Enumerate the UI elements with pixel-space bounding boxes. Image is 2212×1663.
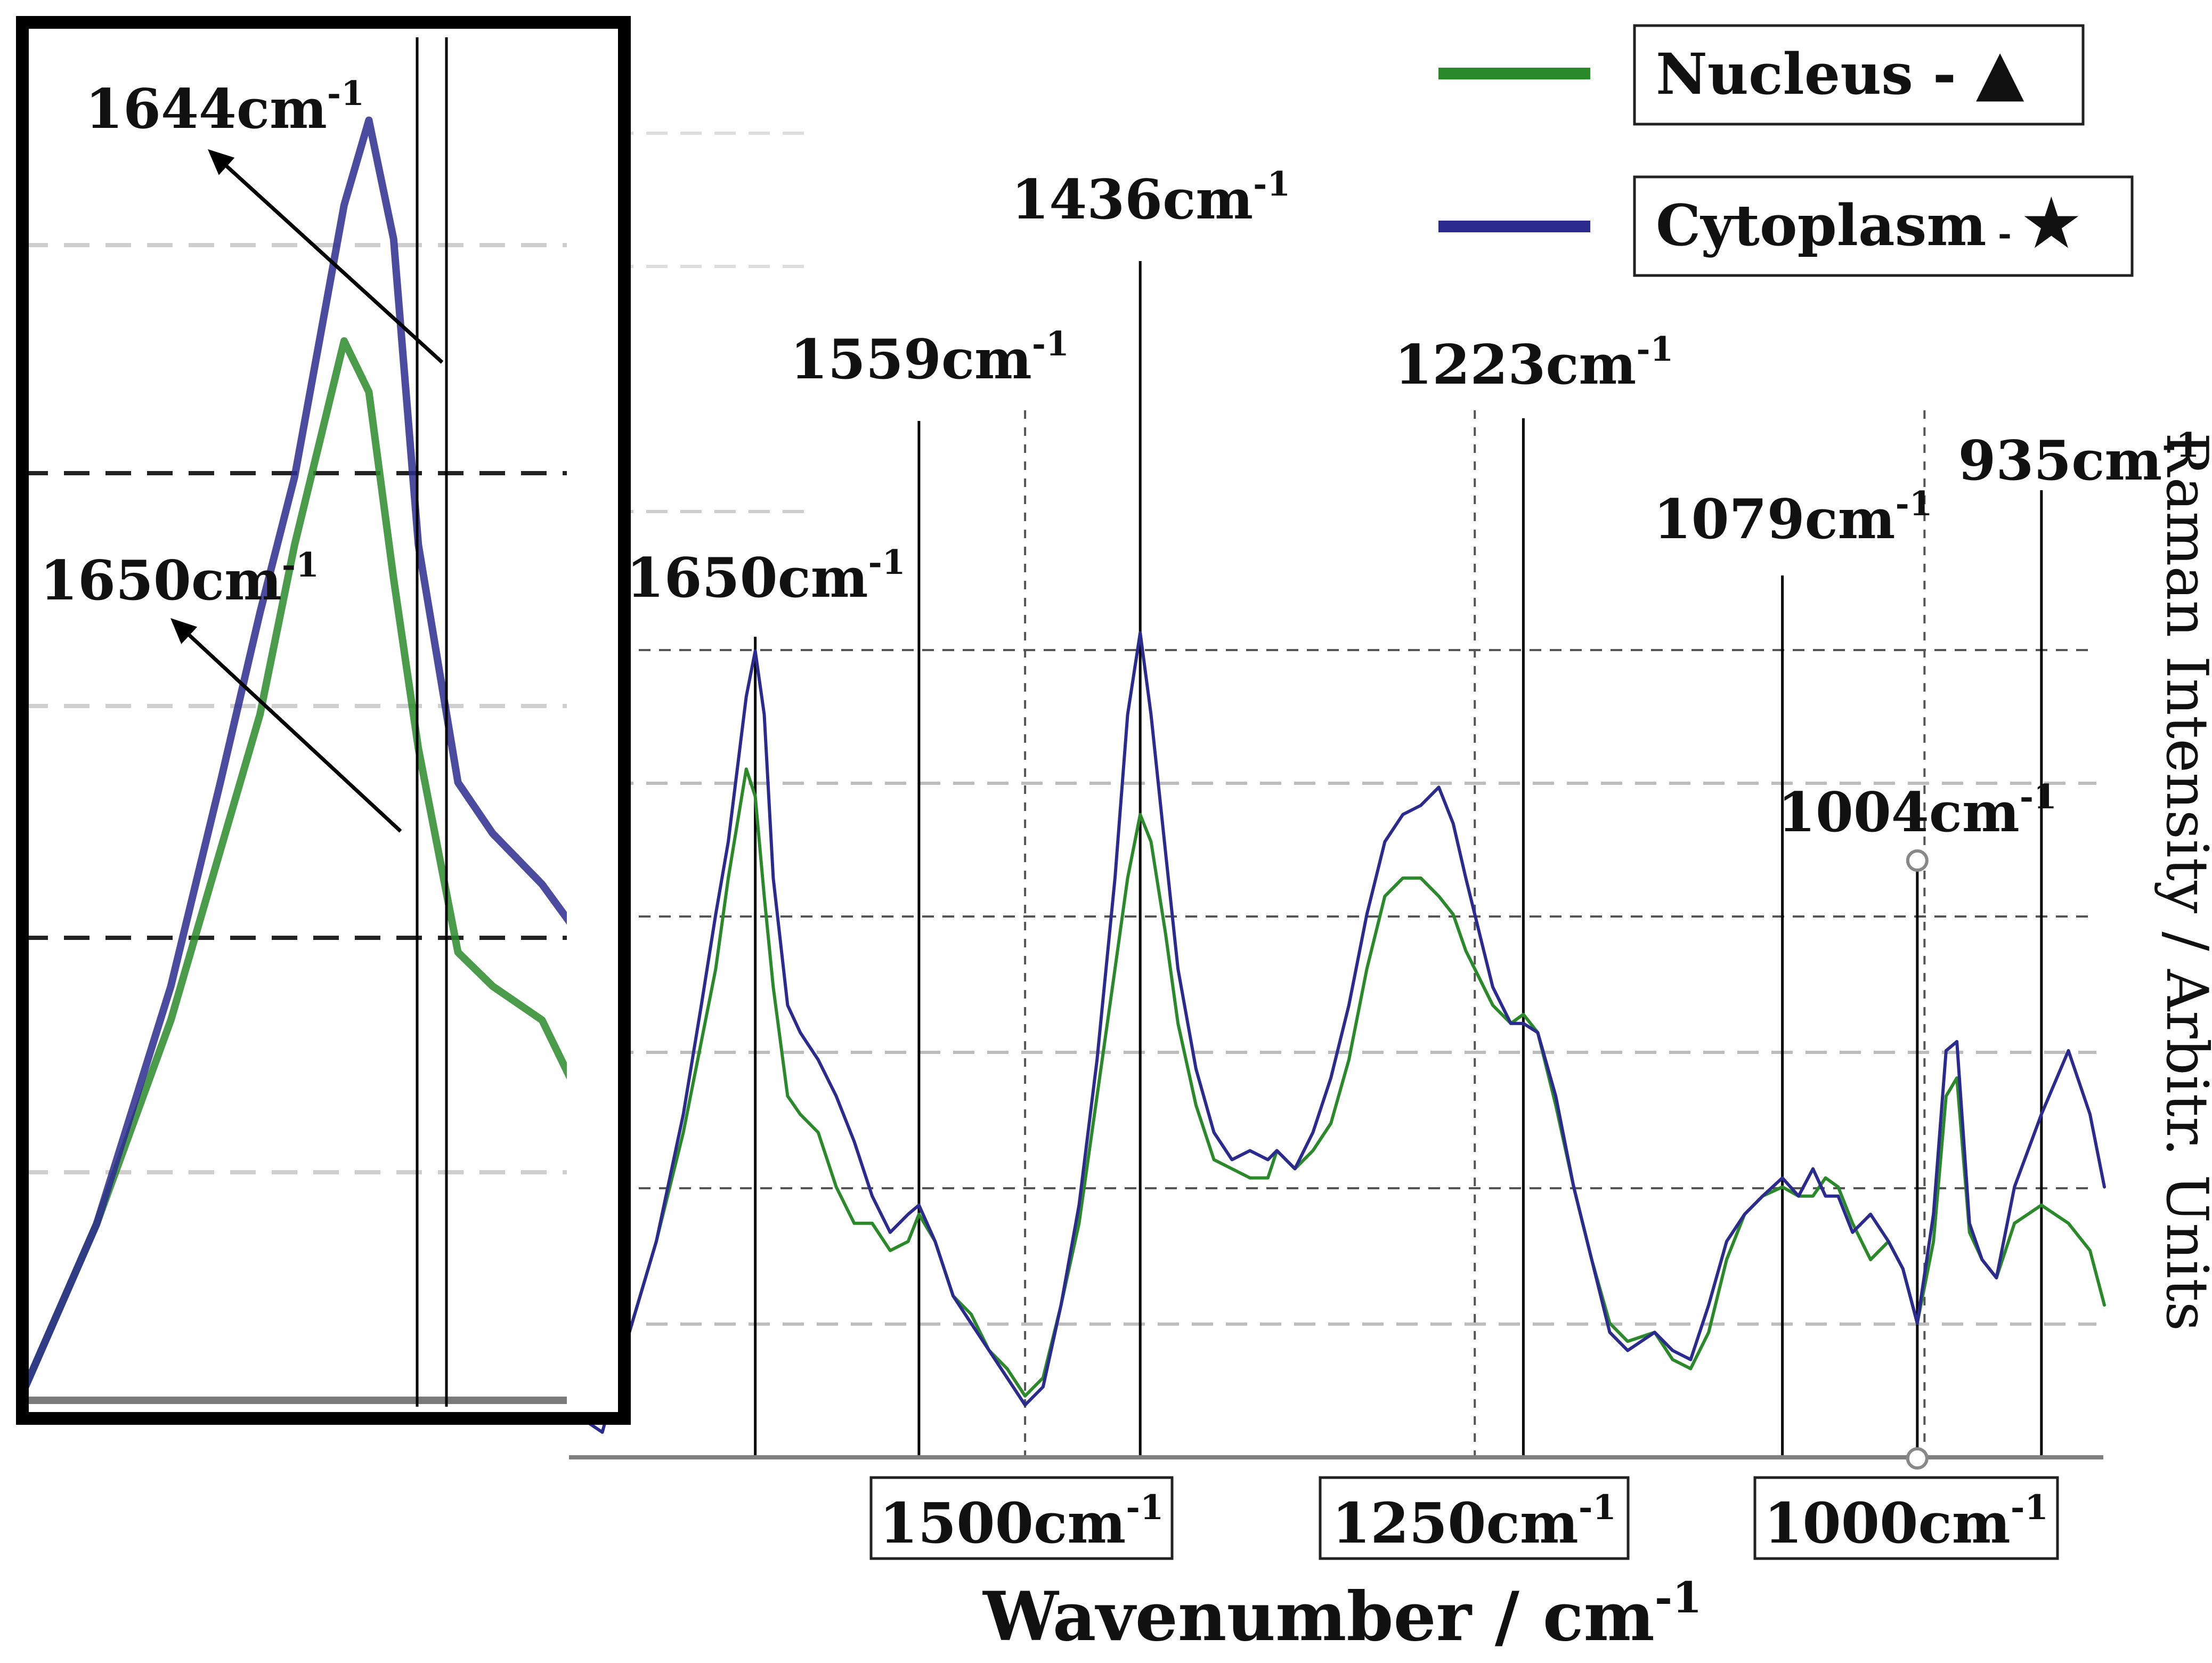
legend-box <box>1633 24 2085 126</box>
x-tick-box <box>869 1476 1174 1560</box>
annotation-label: 1559cm-1 <box>790 324 1069 392</box>
inset-annotation-arrow <box>216 156 444 364</box>
x-tick-label: 1500cm-1 <box>880 1488 1164 1556</box>
annotation-label: 1436cm-1 <box>1011 164 1290 232</box>
inset-annotation-arrow <box>178 625 402 833</box>
annotation-label: 1650cm-1 <box>627 542 906 610</box>
x-tick-box <box>1319 1476 1630 1560</box>
series-line-nucleus <box>574 767 2106 1416</box>
inset-arrow-head <box>170 618 198 644</box>
annotation-marker <box>1906 1447 1929 1470</box>
legend-label-nucleus: Nucleus - ▲ <box>1656 35 2024 109</box>
series-line-cytoplasm <box>574 631 2106 1434</box>
annotation-marker <box>1906 849 1929 872</box>
x-tick-box <box>1753 1476 2059 1560</box>
annotation-label: 1223cm-1 <box>1394 329 1673 397</box>
inset-background <box>22 22 624 1418</box>
inset-arrow-head <box>208 149 235 175</box>
inset-frame <box>16 16 631 1425</box>
main-x-tick-lines <box>1024 410 1926 1457</box>
legend-label-cytoplasm: Cytoplasm - ★ <box>1656 186 2079 260</box>
inset-series-line-nucleus <box>22 337 567 1398</box>
x-tick-label: 1250cm-1 <box>1332 1488 1616 1556</box>
annotation-label: 1079cm-1 <box>1654 484 1933 551</box>
main-annotation-lines <box>754 261 2043 1457</box>
annotation-label: 935cm-1 <box>1958 425 2199 493</box>
inset-series-line-cytoplasm <box>22 116 567 1398</box>
x-tick-label: 1000cm-1 <box>1764 1488 2048 1556</box>
x-tick-labels: 1500cm-1 1250cm-1 1000cm-1 <box>869 1476 2059 1560</box>
y-axis-title: Raman Intensity / Arbitr. Units <box>2153 433 2212 1331</box>
inset-series-lines <box>22 116 567 1398</box>
x-axis-title: Wavenumber / cm-1 <box>982 1572 1702 1656</box>
inset-annotation-label: 1644cm-1 <box>85 74 364 141</box>
legend: Nucleus - ▲ Cytoplasm - ★ <box>1438 24 2134 277</box>
annotation-label: 1004cm-1 <box>1778 777 2057 845</box>
inset-annotation-label: 1650cm-1 <box>40 545 319 613</box>
inset-annotations: 1644cm-1 1650cm-1 <box>40 37 448 1407</box>
main-series-lines <box>574 631 2106 1434</box>
main-grid <box>578 132 2096 1326</box>
legend-box <box>1633 175 2134 277</box>
main-annotation-labels: 1650cm-1 1559cm-1 1436cm-1 1223cm-1 1079cm-1… <box>627 164 2199 1470</box>
